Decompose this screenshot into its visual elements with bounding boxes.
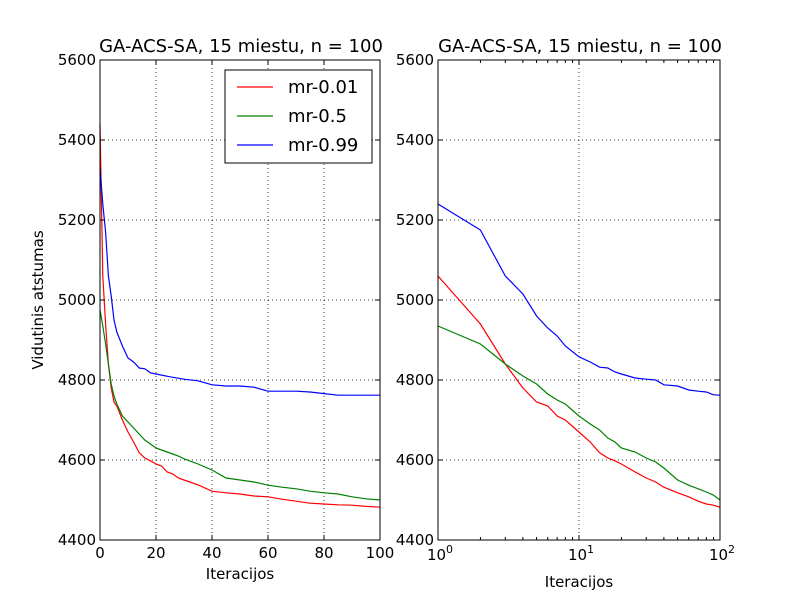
right-x-axis-label: Iteracijos bbox=[545, 573, 614, 591]
x-tick-label-base: 10 bbox=[427, 546, 446, 564]
y-tick-label: 5600 bbox=[58, 51, 96, 69]
left-series-lines bbox=[99, 123, 381, 508]
legend-label-mr-0.01: mr-0.01 bbox=[288, 77, 358, 98]
left-chart-panel: GA-ACS-SA, 15 miestu, n = 100 4400 4600 48… bbox=[29, 36, 394, 583]
legend: mr-0.01 mr-0.5 mr-0.99 bbox=[224, 69, 373, 164]
x-tick-label: 101 bbox=[568, 543, 594, 564]
y-tick-label: 5600 bbox=[396, 51, 434, 69]
y-tick-label: 4800 bbox=[58, 371, 96, 389]
right-grid bbox=[438, 60, 720, 540]
y-tick-label: 5000 bbox=[396, 291, 434, 309]
series-line-mr-0.5 bbox=[437, 325, 721, 501]
x-tick-label: 100 bbox=[366, 544, 395, 562]
x-tick-label: 40 bbox=[202, 544, 221, 562]
x-tick-label-base: 10 bbox=[709, 546, 728, 564]
x-tick-label-exponent: 1 bbox=[587, 543, 594, 556]
y-tick-label: 4800 bbox=[396, 371, 434, 389]
y-tick-label: 4400 bbox=[58, 531, 96, 549]
right-chart-title: GA-ACS-SA, 15 miestu, n = 100 bbox=[438, 36, 722, 57]
legend-label-mr-0.5: mr-0.5 bbox=[288, 106, 347, 127]
y-tick-label: 5400 bbox=[58, 131, 96, 149]
x-tick-label: 0 bbox=[95, 544, 105, 562]
y-tick-label: 4600 bbox=[58, 451, 96, 469]
right-plot-frame bbox=[437, 59, 721, 541]
y-tick-label: 5200 bbox=[58, 211, 96, 229]
left-x-axis-label: Iteracijos bbox=[206, 565, 275, 583]
y-tick-label: 4600 bbox=[396, 451, 434, 469]
x-tick-label: 60 bbox=[258, 544, 277, 562]
series-line-mr-0.01 bbox=[437, 275, 721, 508]
y-tick-label: 5000 bbox=[58, 291, 96, 309]
y-tick-label: 4400 bbox=[396, 531, 434, 549]
right-chart-panel: GA-ACS-SA, 15 miestu, n = 100 4400 4600 48… bbox=[396, 36, 735, 591]
series-line-mr-0.01 bbox=[99, 123, 381, 508]
x-tick-label: 102 bbox=[709, 543, 735, 564]
x-tick-label: 20 bbox=[146, 544, 165, 562]
left-plot-frame bbox=[99, 59, 381, 541]
right-series-lines bbox=[437, 203, 721, 508]
x-tick-label: 100 bbox=[427, 543, 453, 564]
left-chart-title: GA-ACS-SA, 15 miestu, n = 100 bbox=[99, 36, 383, 57]
series-line-mr-0.5 bbox=[99, 309, 381, 501]
x-tick-label-exponent: 2 bbox=[728, 543, 735, 556]
series-line-mr-0.99 bbox=[99, 167, 380, 396]
y-tick-label: 5400 bbox=[396, 131, 434, 149]
x-tick-label-exponent: 0 bbox=[446, 543, 453, 556]
y-tick-label: 5200 bbox=[396, 211, 434, 229]
x-tick-label-base: 10 bbox=[568, 546, 587, 564]
left-axis-ticks: 4400 4600 4800 5000 5200 5400 5600 0 20 40 60 80 100 bbox=[58, 51, 395, 562]
series-line-mr-0.99 bbox=[437, 203, 721, 396]
left-y-axis-label: Vidutinis atstumas bbox=[29, 230, 47, 370]
legend-label-mr-0.99: mr-0.99 bbox=[288, 135, 358, 156]
x-tick-label: 80 bbox=[314, 544, 333, 562]
